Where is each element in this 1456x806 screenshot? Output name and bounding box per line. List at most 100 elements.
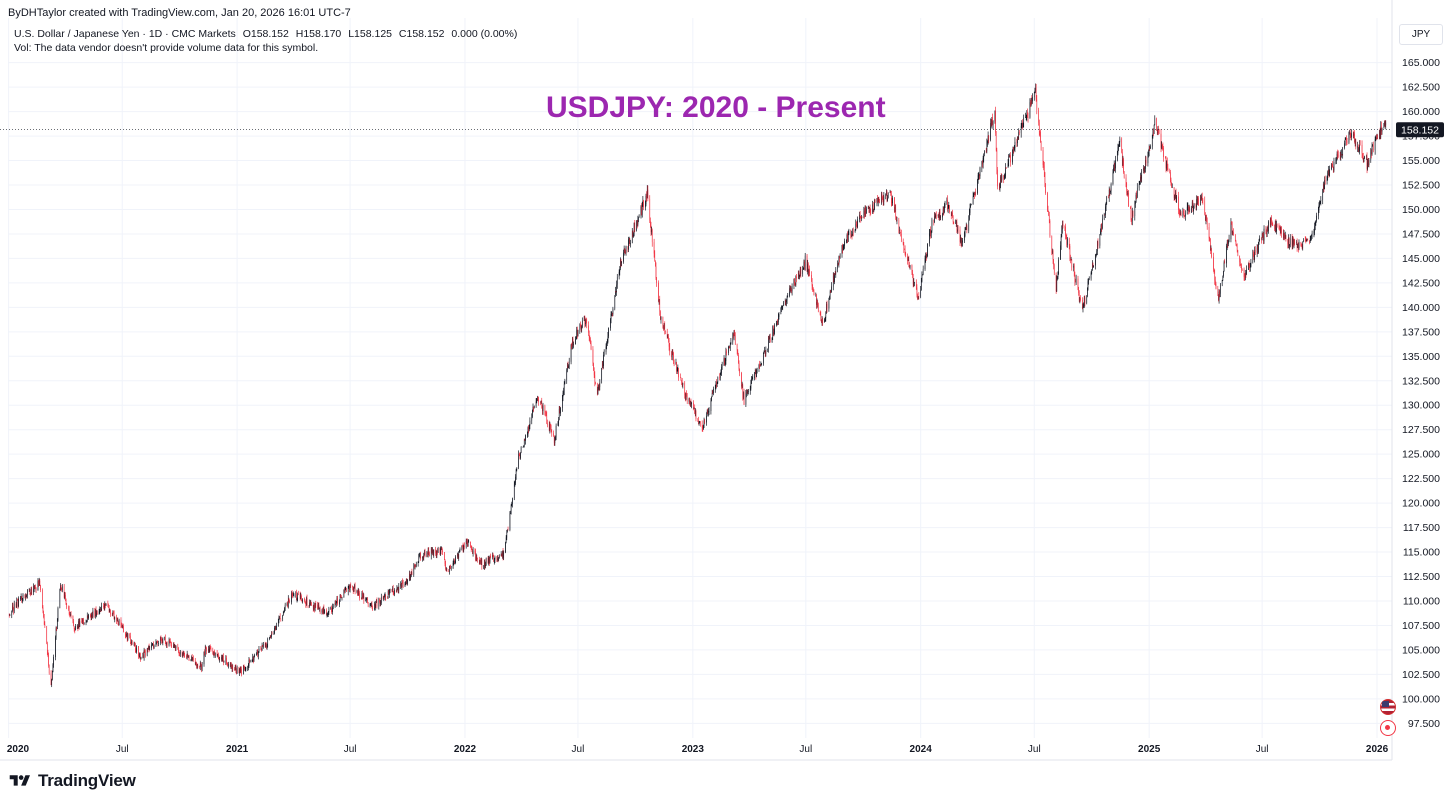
candle-body [1223,271,1224,276]
candle [374,601,375,611]
candle [208,646,210,653]
candle [295,591,297,598]
candle-body [322,610,323,612]
candle-body [20,596,22,599]
candle [339,599,340,608]
candle-body [925,254,926,259]
candle [161,638,163,644]
candle-body [922,269,924,275]
candle [1148,144,1150,157]
candle-body [423,554,425,559]
candle-body [22,594,24,601]
candle-body [149,647,151,650]
candle-body [898,219,900,231]
candle-body [1266,228,1268,235]
candle [776,320,778,326]
candle [659,295,661,316]
candle-body [206,648,207,652]
candle [1170,177,1172,186]
candle-body [1253,253,1254,255]
candle-body [144,650,146,652]
candle-body [1005,167,1006,176]
candle [909,264,911,270]
candle-body [312,605,314,609]
candle-body [798,272,799,279]
candle-body [73,626,75,629]
candle-body [274,627,275,633]
candle [1236,243,1238,253]
candle-body [547,423,548,425]
candle-body [383,596,385,600]
record-icon[interactable] [1380,720,1396,736]
candle-body [917,296,919,299]
candle [273,630,275,635]
candle [515,474,516,486]
currency-button[interactable]: JPY [1399,24,1443,45]
candle [577,329,579,337]
candle-body [667,336,669,338]
candle [91,611,93,619]
candle [618,269,620,280]
candle-body [1235,235,1236,242]
candle [191,653,193,661]
candle [153,641,154,650]
candle [764,350,766,358]
candle [61,584,63,593]
candle-body [887,192,889,199]
candle [77,625,79,632]
candle-body [424,551,426,557]
candle-body [200,662,202,666]
candle [267,637,269,648]
candle [1067,237,1068,248]
candle-body [1145,160,1146,169]
candle [253,655,255,662]
candle-body [76,625,78,627]
candle-body [811,274,812,279]
candle [1250,258,1252,268]
candle [1359,140,1361,146]
candle-body [108,605,109,606]
candle [1064,225,1066,231]
candle [435,546,436,556]
candle-body [43,617,45,625]
candle-body [462,546,464,552]
candle [1005,167,1007,169]
candle [206,647,207,655]
candle-body [1339,155,1341,157]
candle [1103,212,1105,221]
candle-body [1324,179,1325,190]
candle [22,593,24,602]
candle-body [794,282,796,286]
candle-body [248,659,250,667]
candle-body [768,338,770,340]
candle-body [1293,239,1295,245]
candle-body [245,668,247,670]
candle-body [780,307,782,315]
candle [988,135,990,144]
legend-symbol[interactable]: U.S. Dollar / Japanese Yen · 1D · CMC Ma… [14,28,236,40]
candle-body [95,608,96,617]
candle-body [741,385,743,387]
candle-body [157,642,159,644]
candle-body [1289,238,1291,245]
candle [131,639,132,646]
candle-body [1296,242,1297,243]
candle-body [1362,157,1364,162]
candle [1070,256,1072,261]
candle-body [1036,99,1038,110]
candle [510,510,511,514]
candle-body [470,546,472,549]
candle-body [793,279,795,287]
us-flag-event-icon[interactable] [1380,699,1396,715]
candle [662,316,664,329]
candle-body [706,411,708,416]
candle-body [339,595,341,602]
candle [472,547,474,557]
candle-body [146,649,148,656]
candle-body [357,589,359,596]
candle [800,266,802,278]
candle-body [960,237,962,243]
candle-body [1280,227,1282,233]
candle-body [852,231,853,236]
